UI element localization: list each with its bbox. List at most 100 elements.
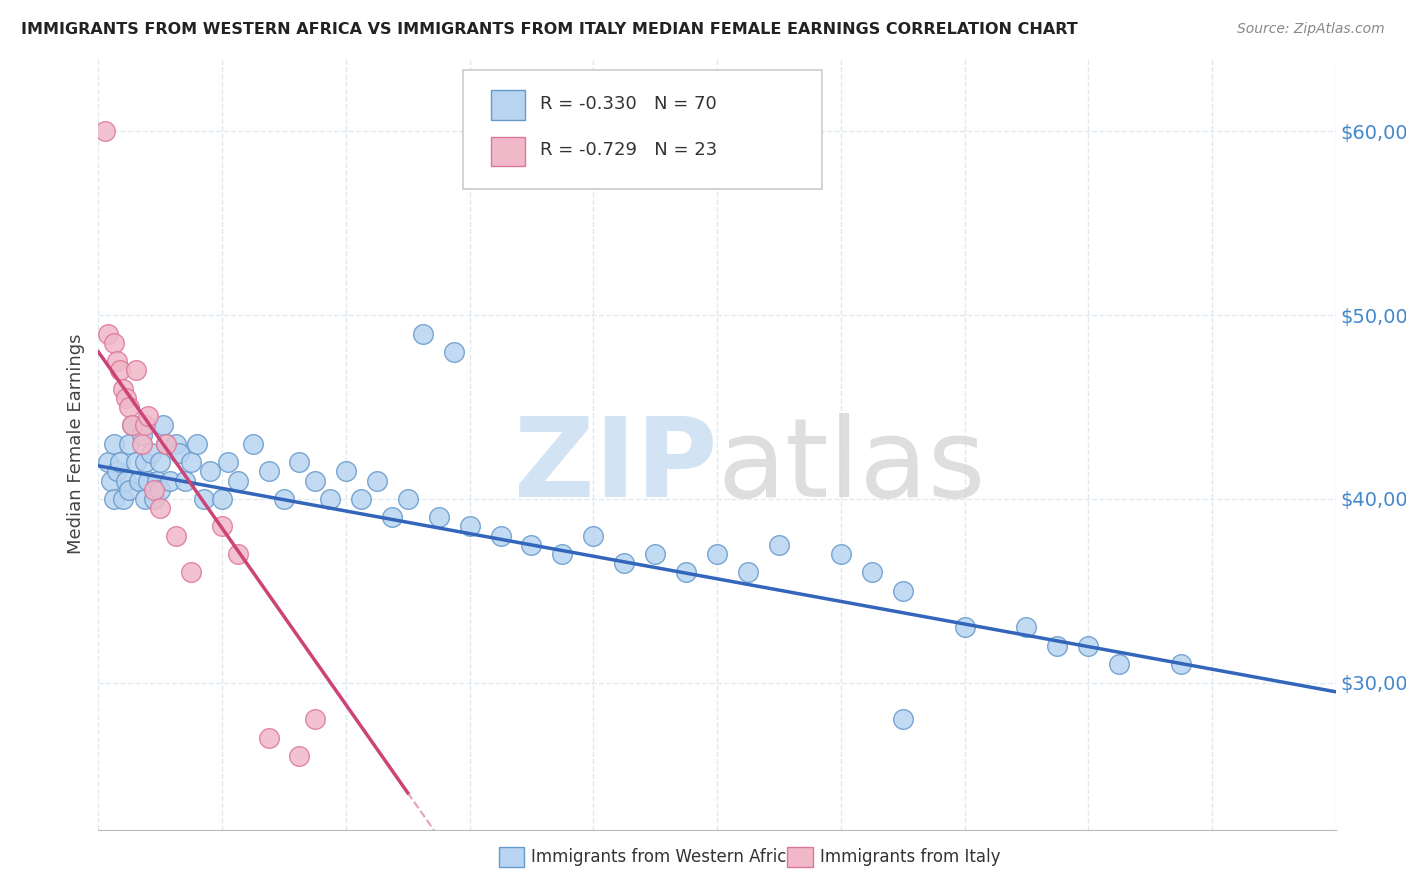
Point — [257, 464, 280, 478]
Point — [427, 510, 450, 524]
Point — [97, 326, 120, 341]
Point — [1077, 639, 1099, 653]
Point — [737, 566, 759, 580]
Point — [768, 538, 790, 552]
Point — [180, 455, 202, 469]
Point — [124, 363, 146, 377]
Point — [891, 583, 914, 598]
Point — [143, 483, 166, 497]
Point — [134, 491, 156, 506]
Point — [155, 436, 177, 450]
Point — [149, 501, 172, 516]
Point — [165, 436, 187, 450]
FancyBboxPatch shape — [464, 70, 823, 189]
Point — [103, 335, 125, 350]
Point — [121, 418, 143, 433]
Point — [159, 474, 181, 488]
Point — [706, 547, 728, 561]
Y-axis label: Median Female Earnings: Median Female Earnings — [66, 334, 84, 554]
Point — [226, 474, 249, 488]
Text: Source: ZipAtlas.com: Source: ZipAtlas.com — [1237, 22, 1385, 37]
Point — [1046, 639, 1069, 653]
Point — [366, 474, 388, 488]
Point — [860, 566, 883, 580]
Point — [891, 712, 914, 726]
Point — [93, 124, 115, 138]
Point — [257, 731, 280, 745]
Point — [146, 474, 169, 488]
Point — [381, 510, 404, 524]
Point — [304, 712, 326, 726]
Text: atlas: atlas — [717, 413, 986, 520]
Point — [288, 455, 311, 469]
Point — [105, 354, 128, 368]
Point — [167, 446, 190, 460]
Point — [136, 409, 159, 424]
Point — [115, 474, 138, 488]
Bar — [491, 136, 526, 166]
Point — [350, 491, 373, 506]
Point — [115, 391, 138, 405]
Point — [100, 474, 122, 488]
Point — [953, 620, 976, 634]
Point — [211, 491, 233, 506]
Point — [105, 464, 128, 478]
Point — [443, 345, 465, 359]
Point — [489, 528, 512, 542]
Point — [121, 418, 143, 433]
Point — [226, 547, 249, 561]
Point — [180, 566, 202, 580]
Text: IMMIGRANTS FROM WESTERN AFRICA VS IMMIGRANTS FROM ITALY MEDIAN FEMALE EARNINGS C: IMMIGRANTS FROM WESTERN AFRICA VS IMMIGR… — [21, 22, 1078, 37]
Point — [304, 474, 326, 488]
Point — [186, 436, 208, 450]
Point — [211, 519, 233, 533]
Point — [412, 326, 434, 341]
Point — [193, 491, 215, 506]
Point — [155, 436, 177, 450]
Point — [134, 455, 156, 469]
Point — [396, 491, 419, 506]
Point — [551, 547, 574, 561]
Point — [97, 455, 120, 469]
Point — [174, 474, 197, 488]
Bar — [491, 90, 526, 120]
Point — [139, 446, 162, 460]
Point — [131, 427, 153, 442]
Point — [520, 538, 543, 552]
Text: Immigrants from Italy: Immigrants from Italy — [820, 848, 1000, 866]
Point — [613, 556, 636, 570]
Point — [103, 491, 125, 506]
Point — [131, 436, 153, 450]
Point — [1170, 657, 1192, 672]
Point — [128, 474, 150, 488]
Point — [319, 491, 342, 506]
Point — [1108, 657, 1130, 672]
Point — [149, 483, 172, 497]
Point — [288, 749, 311, 764]
Point — [149, 455, 172, 469]
Point — [108, 455, 131, 469]
Point — [118, 400, 141, 414]
Point — [335, 464, 357, 478]
Point — [108, 363, 131, 377]
Text: R = -0.330   N = 70: R = -0.330 N = 70 — [540, 95, 717, 112]
Point — [136, 474, 159, 488]
Point — [273, 491, 295, 506]
Point — [112, 491, 135, 506]
Point — [458, 519, 481, 533]
Point — [124, 455, 146, 469]
Point — [1015, 620, 1038, 634]
Point — [830, 547, 852, 561]
Point — [582, 528, 605, 542]
Point — [118, 483, 141, 497]
Point — [112, 382, 135, 396]
Text: Immigrants from Western Africa: Immigrants from Western Africa — [531, 848, 797, 866]
Point — [165, 528, 187, 542]
Point — [134, 418, 156, 433]
Point — [118, 436, 141, 450]
Text: ZIP: ZIP — [513, 413, 717, 520]
Point — [143, 491, 166, 506]
Point — [198, 464, 221, 478]
Point — [644, 547, 666, 561]
Point — [242, 436, 264, 450]
